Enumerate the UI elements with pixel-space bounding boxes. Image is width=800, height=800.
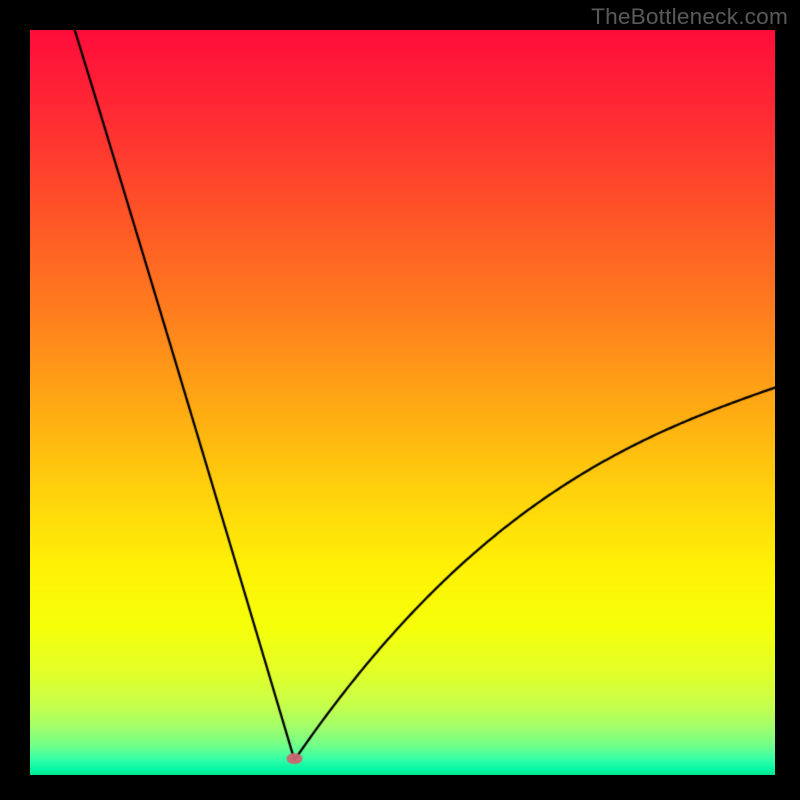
- chart-container: TheBottleneck.com: [0, 0, 800, 800]
- watermark-text: TheBottleneck.com: [591, 4, 788, 30]
- plot-area: [30, 30, 775, 775]
- bottleneck-curve: [30, 30, 775, 775]
